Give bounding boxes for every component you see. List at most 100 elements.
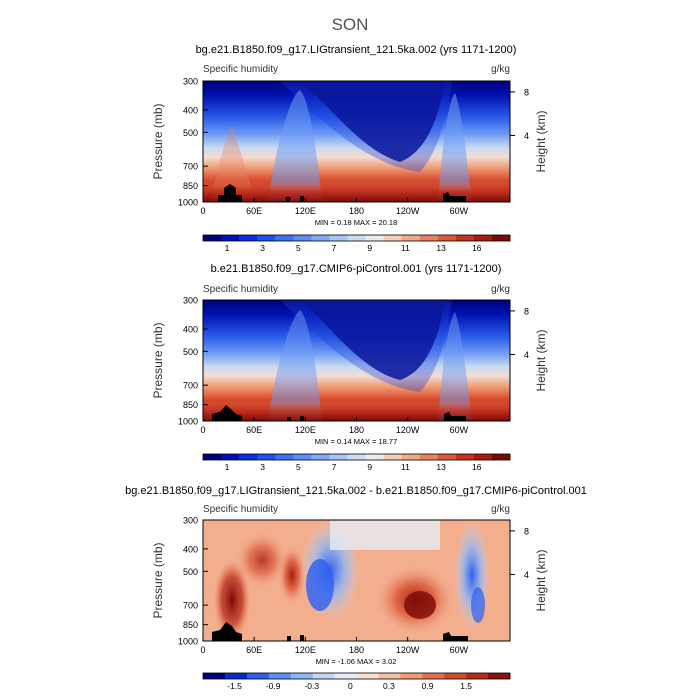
colorbar-swatch <box>224 673 248 679</box>
colorbar-label: 1 <box>225 243 230 253</box>
colorbar-swatch <box>329 235 348 241</box>
y-tick-label: 500 <box>183 347 198 357</box>
colorbar-swatch <box>444 673 467 679</box>
colorbar-swatch <box>203 673 226 679</box>
colorbar-swatch <box>383 235 402 241</box>
colorbar-label: 11 <box>401 243 410 253</box>
colorbar-swatch <box>466 673 489 679</box>
y-tick-label: 1000 <box>178 637 198 647</box>
y-tick-label: 850 <box>183 181 198 191</box>
y-right-tick-label: 4 <box>524 131 529 141</box>
colorbar-swatch <box>268 673 292 679</box>
colorbar-swatch <box>365 235 384 241</box>
colorbar-label: 0.3 <box>383 681 395 691</box>
colorbar-swatch <box>203 454 222 460</box>
colorbar-swatch <box>275 235 294 241</box>
y-right-tick-label: 4 <box>524 350 529 360</box>
colorbar-swatch <box>311 454 330 460</box>
colorbar-swatch <box>329 454 348 460</box>
colorbar-swatch <box>473 235 493 241</box>
colorbar-label: 11 <box>401 462 410 472</box>
panel-title: bg.e21.B1850.f09_g17.LIGtransient_121.5k… <box>125 485 587 497</box>
y-tick-label: 1000 <box>178 417 198 427</box>
colorbar-swatch <box>437 454 457 460</box>
colorbar-swatch <box>312 673 335 679</box>
colorbar-label: 5 <box>296 462 301 472</box>
colorbar-label: 7 <box>332 243 337 253</box>
y-right-axis-label: Height (km) <box>534 549 548 611</box>
colorbar-swatch <box>455 235 475 241</box>
colorbar-swatch <box>383 454 402 460</box>
x-tick-label: 180 <box>349 645 364 655</box>
colorbar-swatch <box>311 235 330 241</box>
colorbar-frame <box>202 453 511 461</box>
colorbar-swatch <box>203 235 222 241</box>
min-max-stats: MIN = 0.14 MAX = 18.77 <box>315 437 398 446</box>
colorbar-swatch <box>400 673 423 679</box>
y-tick-label: 700 <box>183 601 198 611</box>
colorbar-label: 5 <box>296 243 301 253</box>
y-right-axis-label: Height (km) <box>534 110 548 172</box>
y-tick-label: 400 <box>183 324 198 334</box>
y-tick-label: 850 <box>183 620 198 630</box>
y-tick-label: 500 <box>183 567 198 577</box>
y-tick-label: 300 <box>183 516 198 526</box>
y-right-tick-label: 4 <box>524 570 529 580</box>
colorbar-label: 16 <box>472 462 482 472</box>
colorbar-frame <box>202 234 511 242</box>
y-axis-label: Pressure (mb) <box>151 322 165 398</box>
colorbar-label: -0.3 <box>304 681 319 691</box>
colorbar-swatch <box>221 235 240 241</box>
figure-title: SON <box>332 15 369 34</box>
panel-variable: Specific humidity <box>203 504 278 515</box>
colorbar-swatch <box>246 673 270 679</box>
x-tick-label: 180 <box>349 206 364 216</box>
x-tick-label: 60E <box>246 425 262 435</box>
colorbar-swatch <box>473 454 493 460</box>
panel-variable: Specific humidity <box>203 64 278 75</box>
panel-1: bg.e21.B1850.f09_g17.LIGtransient_121.5k… <box>196 44 517 203</box>
colorbar-label: 13 <box>436 243 446 253</box>
y-tick-label: 400 <box>183 544 198 554</box>
colorbar-swatch <box>422 673 445 679</box>
x-tick-label: 0 <box>200 425 205 435</box>
colorbar-swatch <box>334 673 357 679</box>
y-tick-label: 700 <box>183 381 198 391</box>
colorbar-swatch <box>401 454 421 460</box>
x-tick-label: 60W <box>450 206 469 216</box>
colorbar-swatch <box>275 454 294 460</box>
y-tick-label: 700 <box>183 162 198 172</box>
colorbar-swatch <box>356 673 379 679</box>
panel-units: g/kg <box>491 504 510 515</box>
min-max-stats: MIN = -1.06 MAX = 3.02 <box>316 657 397 666</box>
colorbar-label: -1.5 <box>227 681 242 691</box>
colorbar-swatch <box>290 673 313 679</box>
colorbar-label: 0.9 <box>422 681 434 691</box>
x-tick-label: 120W <box>396 206 420 216</box>
colorbar-label: -0.9 <box>266 681 281 691</box>
colorbar-label: 13 <box>436 462 446 472</box>
colorbar-swatch <box>491 454 511 460</box>
x-tick-label: 60E <box>246 645 262 655</box>
heatmap-field <box>203 300 510 421</box>
colorbar-swatch <box>365 454 384 460</box>
y-tick-label: 300 <box>183 77 198 87</box>
x-tick-label: 120W <box>396 645 420 655</box>
colorbar-swatch <box>257 454 276 460</box>
colorbar-swatch <box>293 235 312 241</box>
colorbar-swatch <box>221 454 240 460</box>
x-tick-label: 120E <box>295 425 316 435</box>
panel-variable: Specific humidity <box>203 284 278 295</box>
colorbar-swatch <box>293 454 312 460</box>
x-tick-label: 120E <box>295 206 316 216</box>
colorbar-swatch <box>401 235 421 241</box>
panel-title: b.e21.B1850.f09_g17.CMIP6-piControl.001 … <box>211 263 502 275</box>
x-tick-label: 180 <box>349 425 364 435</box>
panel-title: bg.e21.B1850.f09_g17.LIGtransient_121.5k… <box>196 44 517 56</box>
x-tick-label: 60E <box>246 206 262 216</box>
colorbar-frame <box>202 672 511 680</box>
colorbar-swatch <box>378 673 401 679</box>
y-tick-label: 1000 <box>178 198 198 208</box>
heatmap-field <box>203 81 510 202</box>
